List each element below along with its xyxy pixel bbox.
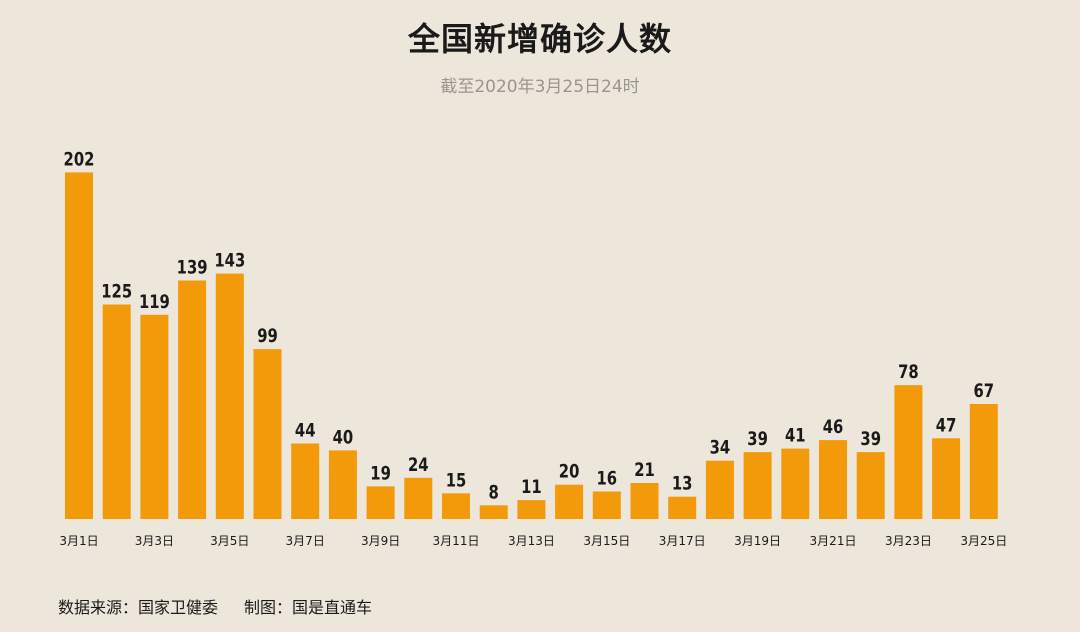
x-tick-label-3月3日: 3月3日 [135,534,174,548]
bar-3月19日 [743,452,772,519]
bar-3月9日 [366,486,395,519]
x-tick-label-3月5日: 3月5日 [210,534,249,548]
data-label-3月6日: 99 [257,325,278,347]
bar-3月25日 [969,404,998,519]
footer: 数据来源：国家卫健委 制图：国是直通车 [58,594,372,618]
bar-3月12日 [479,505,508,519]
data-label-3月18日: 34 [710,437,731,459]
data-label-3月16日: 21 [634,459,655,481]
bar-3月17日 [668,496,697,519]
data-label-3月24日: 47 [936,415,957,437]
bar-3月13日 [517,500,546,519]
data-label-3月20日: 41 [785,425,806,447]
data-label-3月3日: 119 [139,291,170,313]
data-label-3月21日: 46 [823,416,844,438]
x-tick-label-3月19日: 3月19日 [734,534,781,548]
data-label-3月7日: 44 [295,420,316,442]
x-tick-label-3月7日: 3月7日 [286,534,325,548]
x-tick-label-3月13日: 3月13日 [508,534,555,548]
bar-3月22日 [856,452,885,519]
bar-3月10日 [404,477,433,519]
x-tick-label-3月25日: 3月25日 [960,534,1007,548]
data-label-3月14日: 20 [559,461,580,483]
data-label-3月2日: 125 [101,281,132,303]
data-label-3月12日: 8 [489,482,499,504]
bar-3月4日 [178,280,207,519]
data-label-3月25日: 67 [973,380,994,402]
data-label-3月22日: 39 [860,428,881,450]
chart-subtitle: 截至2020年3月25日24时 [440,77,640,97]
bar-3月20日 [781,448,810,519]
bar-3月24日 [932,438,961,519]
bar-3月6日 [253,349,282,519]
bar-3月21日 [819,440,847,519]
data-label-3月23日: 78 [898,361,919,383]
x-tick-label-3月17日: 3月17日 [659,534,706,548]
x-tick-label-3月23日: 3月23日 [885,534,932,548]
bar-3月8日 [328,450,357,519]
bar-3月18日 [705,460,734,519]
data-label-3月17日: 13 [672,473,693,495]
x-tick-label-3月9日: 3月9日 [361,534,400,548]
bar-3月14日 [555,484,584,519]
data-label-3月5日: 143 [214,250,245,272]
bar-3月7日 [291,443,320,519]
data-label-3月9日: 19 [370,463,391,485]
data-label-3月8日: 40 [333,427,354,449]
data-label-3月15日: 16 [596,468,617,490]
bar-3月11日 [442,493,470,519]
chart-title: 全国新增确诊人数 [407,20,672,58]
data-label-3月13日: 11 [521,476,542,498]
x-tick-label-3月15日: 3月15日 [583,534,630,548]
data-source: 数据来源：国家卫健委 [58,598,219,617]
bar-3月15日 [592,491,621,519]
bar-3月5日 [215,273,244,519]
bar-3月2日 [102,304,131,519]
data-label-3月11日: 15 [446,470,467,492]
bar-3月1日 [65,172,93,519]
data-label-3月10日: 24 [408,454,429,476]
x-tick-label-3月1日: 3月1日 [59,534,98,548]
bar-3月23日 [894,385,923,519]
bar-3月16日 [630,483,659,519]
data-label-3月1日: 202 [64,149,95,171]
x-tick-label-3月11日: 3月11日 [433,534,480,548]
x-tick-label-3月21日: 3月21日 [810,534,857,548]
chart-credit: 制图：国是直通车 [244,598,373,617]
data-label-3月4日: 139 [177,257,208,279]
data-label-3月19日: 39 [747,428,768,450]
bar-3月3日 [140,314,169,519]
